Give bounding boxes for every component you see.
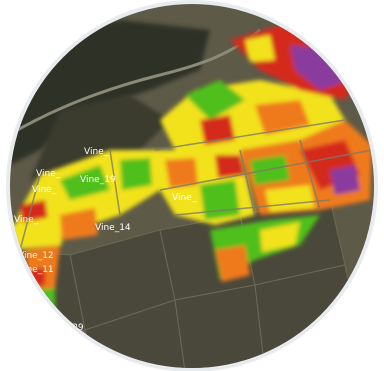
- vine-block: [120, 158, 152, 190]
- field-roads: [19, 119, 373, 251]
- block-label[interactable]: Vine_12: [18, 251, 54, 261]
- block-label[interactable]: Vine_: [14, 215, 39, 225]
- river-channel: [10, 28, 261, 142]
- block-label[interactable]: Vine_14: [95, 223, 131, 233]
- vine-block: [20, 200, 48, 225]
- vine-block: [260, 222, 300, 252]
- vine-block: [245, 35, 275, 62]
- vine-block: [60, 165, 110, 200]
- vine-block: [290, 45, 350, 90]
- block-label[interactable]: Vine_: [36, 169, 61, 179]
- vineyard-blocks: [10, 25, 372, 335]
- block-label[interactable]: Vine_: [84, 147, 109, 157]
- block-label[interactable]: Vine_11: [18, 265, 54, 275]
- vine-block: [185, 80, 245, 120]
- vine-block: [200, 180, 240, 220]
- block-label[interactable]: Vine_: [172, 193, 197, 203]
- vine-block: [215, 245, 250, 282]
- vine-block: [215, 155, 245, 178]
- vine-block: [200, 115, 235, 145]
- vine-block: [255, 100, 310, 135]
- block-label[interactable]: Vine_: [32, 185, 57, 195]
- block-label[interactable]: Vine_19: [80, 175, 116, 185]
- vine-block: [60, 208, 98, 240]
- vine-block: [165, 158, 198, 188]
- vine-block: [330, 165, 360, 195]
- forest-patch: [30, 95, 170, 180]
